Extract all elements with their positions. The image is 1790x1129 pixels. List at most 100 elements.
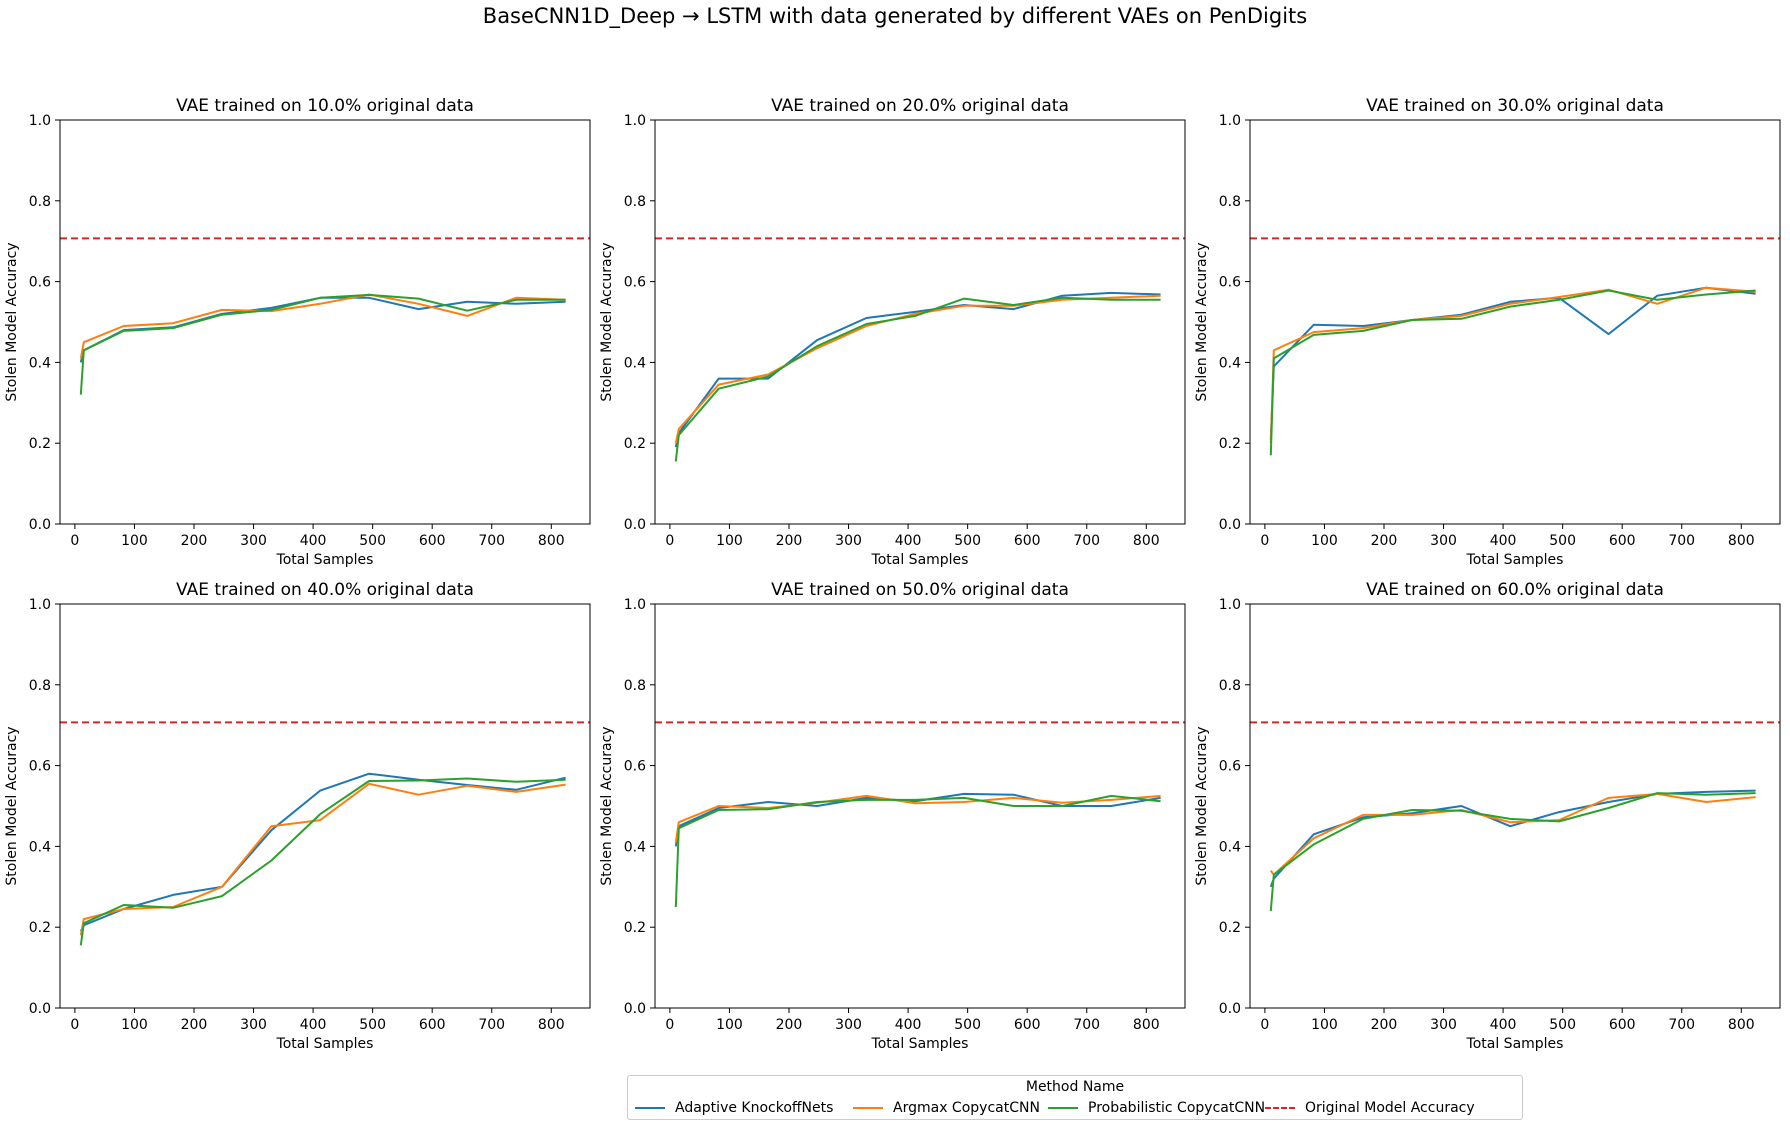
chart-5-plot-frame — [654, 603, 1186, 1009]
chart-5-xtick-label: 600 — [1014, 1017, 1041, 1033]
chart-2-xtick-label: 100 — [716, 533, 743, 549]
chart-2-xtick-label: 400 — [895, 533, 922, 549]
legend-swatch — [1048, 1107, 1078, 1109]
chart-1-line-argmax-copycatcnn — [79, 293, 566, 359]
legend-title: Method Name — [1025, 1079, 1125, 1095]
chart-3-xtick-label: 200 — [1371, 533, 1398, 549]
chart-6-ytick-label: 0.0 — [1219, 1001, 1241, 1017]
figure-title: BaseCNN1D_Deep → LSTM with data generate… — [482, 4, 1308, 28]
chart-4-xlabel: Total Samples — [276, 1036, 374, 1052]
chart-1-xtick-label: 0 — [70, 533, 79, 549]
chart-6-ytick-label: 1.0 — [1219, 597, 1241, 613]
legend-swatch — [635, 1107, 665, 1109]
chart-6-ytick-label: 0.2 — [1219, 920, 1241, 936]
chart-2-ytick-label: 0.4 — [624, 355, 646, 371]
chart-2-line-probabilistic-copycatcnn — [674, 296, 1161, 462]
chart-4-xtick-label: 100 — [121, 1017, 148, 1033]
legend-label: Argmax CopycatCNN — [893, 1100, 1040, 1116]
chart-4-xtick-label: 200 — [181, 1017, 208, 1033]
chart-5-xtick-label: 0 — [665, 1017, 674, 1033]
chart-3-line-argmax-copycatcnn — [1269, 286, 1756, 444]
chart-4-ytick-label: 0.8 — [29, 678, 51, 694]
chart-6-xtick-label: 800 — [1728, 1017, 1755, 1033]
chart-4-ytick-label: 0.0 — [29, 1001, 51, 1017]
chart-4-xtick-label: 500 — [359, 1017, 386, 1033]
chart-3-xtick-label: 400 — [1490, 533, 1517, 549]
legend-swatch — [853, 1107, 883, 1109]
chart-3-xtick-label: 300 — [1430, 533, 1457, 549]
chart-2-xtick-label: 500 — [954, 533, 981, 549]
chart-5-ytick-label: 0.4 — [624, 839, 646, 855]
chart-2-ytick-label: 0.2 — [624, 436, 646, 452]
chart-3-ylabel: Stolen Model Accuracy — [1194, 242, 1210, 401]
chart-2-ytick-label: 0.6 — [624, 275, 646, 291]
chart-2-xtick-label: 700 — [1073, 533, 1100, 549]
chart-5-xtick-label: 300 — [835, 1017, 862, 1033]
chart-3-xtick-label: 100 — [1311, 533, 1338, 549]
chart-4-ytick-label: 0.2 — [29, 920, 51, 936]
legend-swatch — [1265, 1107, 1295, 1109]
chart-1-ytick-label: 0.4 — [29, 355, 51, 371]
chart-3-ytick-label: 1.0 — [1219, 113, 1241, 129]
chart-5-xtick-label: 500 — [954, 1017, 981, 1033]
chart-6-ytick-label: 0.8 — [1219, 678, 1241, 694]
chart-3-ytick-label: 0.6 — [1219, 275, 1241, 291]
chart-6-xlabel: Total Samples — [1466, 1036, 1564, 1052]
chart-5-xtick-label: 800 — [1133, 1017, 1160, 1033]
chart-2-ytick-label: 0.0 — [624, 517, 646, 533]
chart-3-ytick-label: 0.2 — [1219, 436, 1241, 452]
chart-1-xtick-label: 500 — [359, 533, 386, 549]
chart-4-plot-frame — [59, 603, 591, 1009]
chart-3-title: VAE trained on 30.0% original data — [1366, 96, 1664, 116]
chart-2-ylabel: Stolen Model Accuracy — [599, 242, 615, 401]
chart-2-xtick-label: 300 — [835, 533, 862, 549]
chart-2-xtick-label: 800 — [1133, 533, 1160, 549]
chart-6-ylabel: Stolen Model Accuracy — [1194, 726, 1210, 885]
chart-1-xtick-label: 800 — [538, 533, 565, 549]
chart-2-xtick-label: 0 — [665, 533, 674, 549]
chart-6-xtick-label: 300 — [1430, 1017, 1457, 1033]
chart-2-xlabel: Total Samples — [871, 552, 969, 568]
chart-5-ytick-label: 0.8 — [624, 678, 646, 694]
chart-2-xtick-label: 200 — [776, 533, 803, 549]
chart-5-xtick-label: 700 — [1073, 1017, 1100, 1033]
chart-3-xtick-label: 700 — [1668, 533, 1695, 549]
chart-1-xtick-label: 600 — [419, 533, 446, 549]
chart-5-ytick-label: 0.6 — [624, 759, 646, 775]
chart-4-xtick-label: 600 — [419, 1017, 446, 1033]
chart-4-ylabel: Stolen Model Accuracy — [4, 726, 20, 885]
chart-2-line-argmax-copycatcnn — [674, 294, 1161, 444]
chart-6-xtick-label: 200 — [1371, 1017, 1398, 1033]
chart-5-line-argmax-copycatcnn — [674, 794, 1161, 843]
chart-2-xtick-label: 600 — [1014, 533, 1041, 549]
chart-5-title: VAE trained on 50.0% original data — [771, 580, 1069, 600]
chart-3-xtick-label: 500 — [1549, 533, 1576, 549]
chart-1-title: VAE trained on 10.0% original data — [176, 96, 474, 116]
chart-1-xtick-label: 100 — [121, 533, 148, 549]
chart-6-xtick-label: 0 — [1260, 1017, 1269, 1033]
chart-2-ytick-label: 0.8 — [624, 194, 646, 210]
chart-3-xlabel: Total Samples — [1466, 552, 1564, 568]
chart-5-line-probabilistic-copycatcnn — [674, 794, 1161, 908]
chart-5-xlabel: Total Samples — [871, 1036, 969, 1052]
chart-1-xtick-label: 700 — [478, 533, 505, 549]
legend-label: Original Model Accuracy — [1305, 1100, 1475, 1116]
chart-6-xtick-label: 700 — [1668, 1017, 1695, 1033]
chart-6-ytick-label: 0.4 — [1219, 839, 1241, 855]
chart-2-plot-frame — [654, 119, 1186, 525]
chart-5-xtick-label: 400 — [895, 1017, 922, 1033]
chart-1-ytick-label: 0.6 — [29, 275, 51, 291]
chart-5-ytick-label: 0.0 — [624, 1001, 646, 1017]
chart-4-line-argmax-copycatcnn — [79, 782, 566, 936]
chart-6-xtick-label: 600 — [1609, 1017, 1636, 1033]
chart-6-plot-frame — [1249, 603, 1781, 1009]
chart-1-xlabel: Total Samples — [276, 552, 374, 568]
chart-6-title: VAE trained on 60.0% original data — [1366, 580, 1664, 600]
legend-items: Adaptive KnockoffNets Argmax CopycatCNN Pr… — [628, 1098, 1522, 1118]
chart-1-ytick-label: 0.8 — [29, 194, 51, 210]
chart-3-ytick-label: 0.8 — [1219, 194, 1241, 210]
chart-3-line-probabilistic-copycatcnn — [1269, 289, 1756, 456]
legend-item-adaptive-knockoffnets: Adaptive KnockoffNets — [635, 1098, 833, 1118]
chart-3-xtick-label: 600 — [1609, 533, 1636, 549]
chart-1-xtick-label: 200 — [181, 533, 208, 549]
